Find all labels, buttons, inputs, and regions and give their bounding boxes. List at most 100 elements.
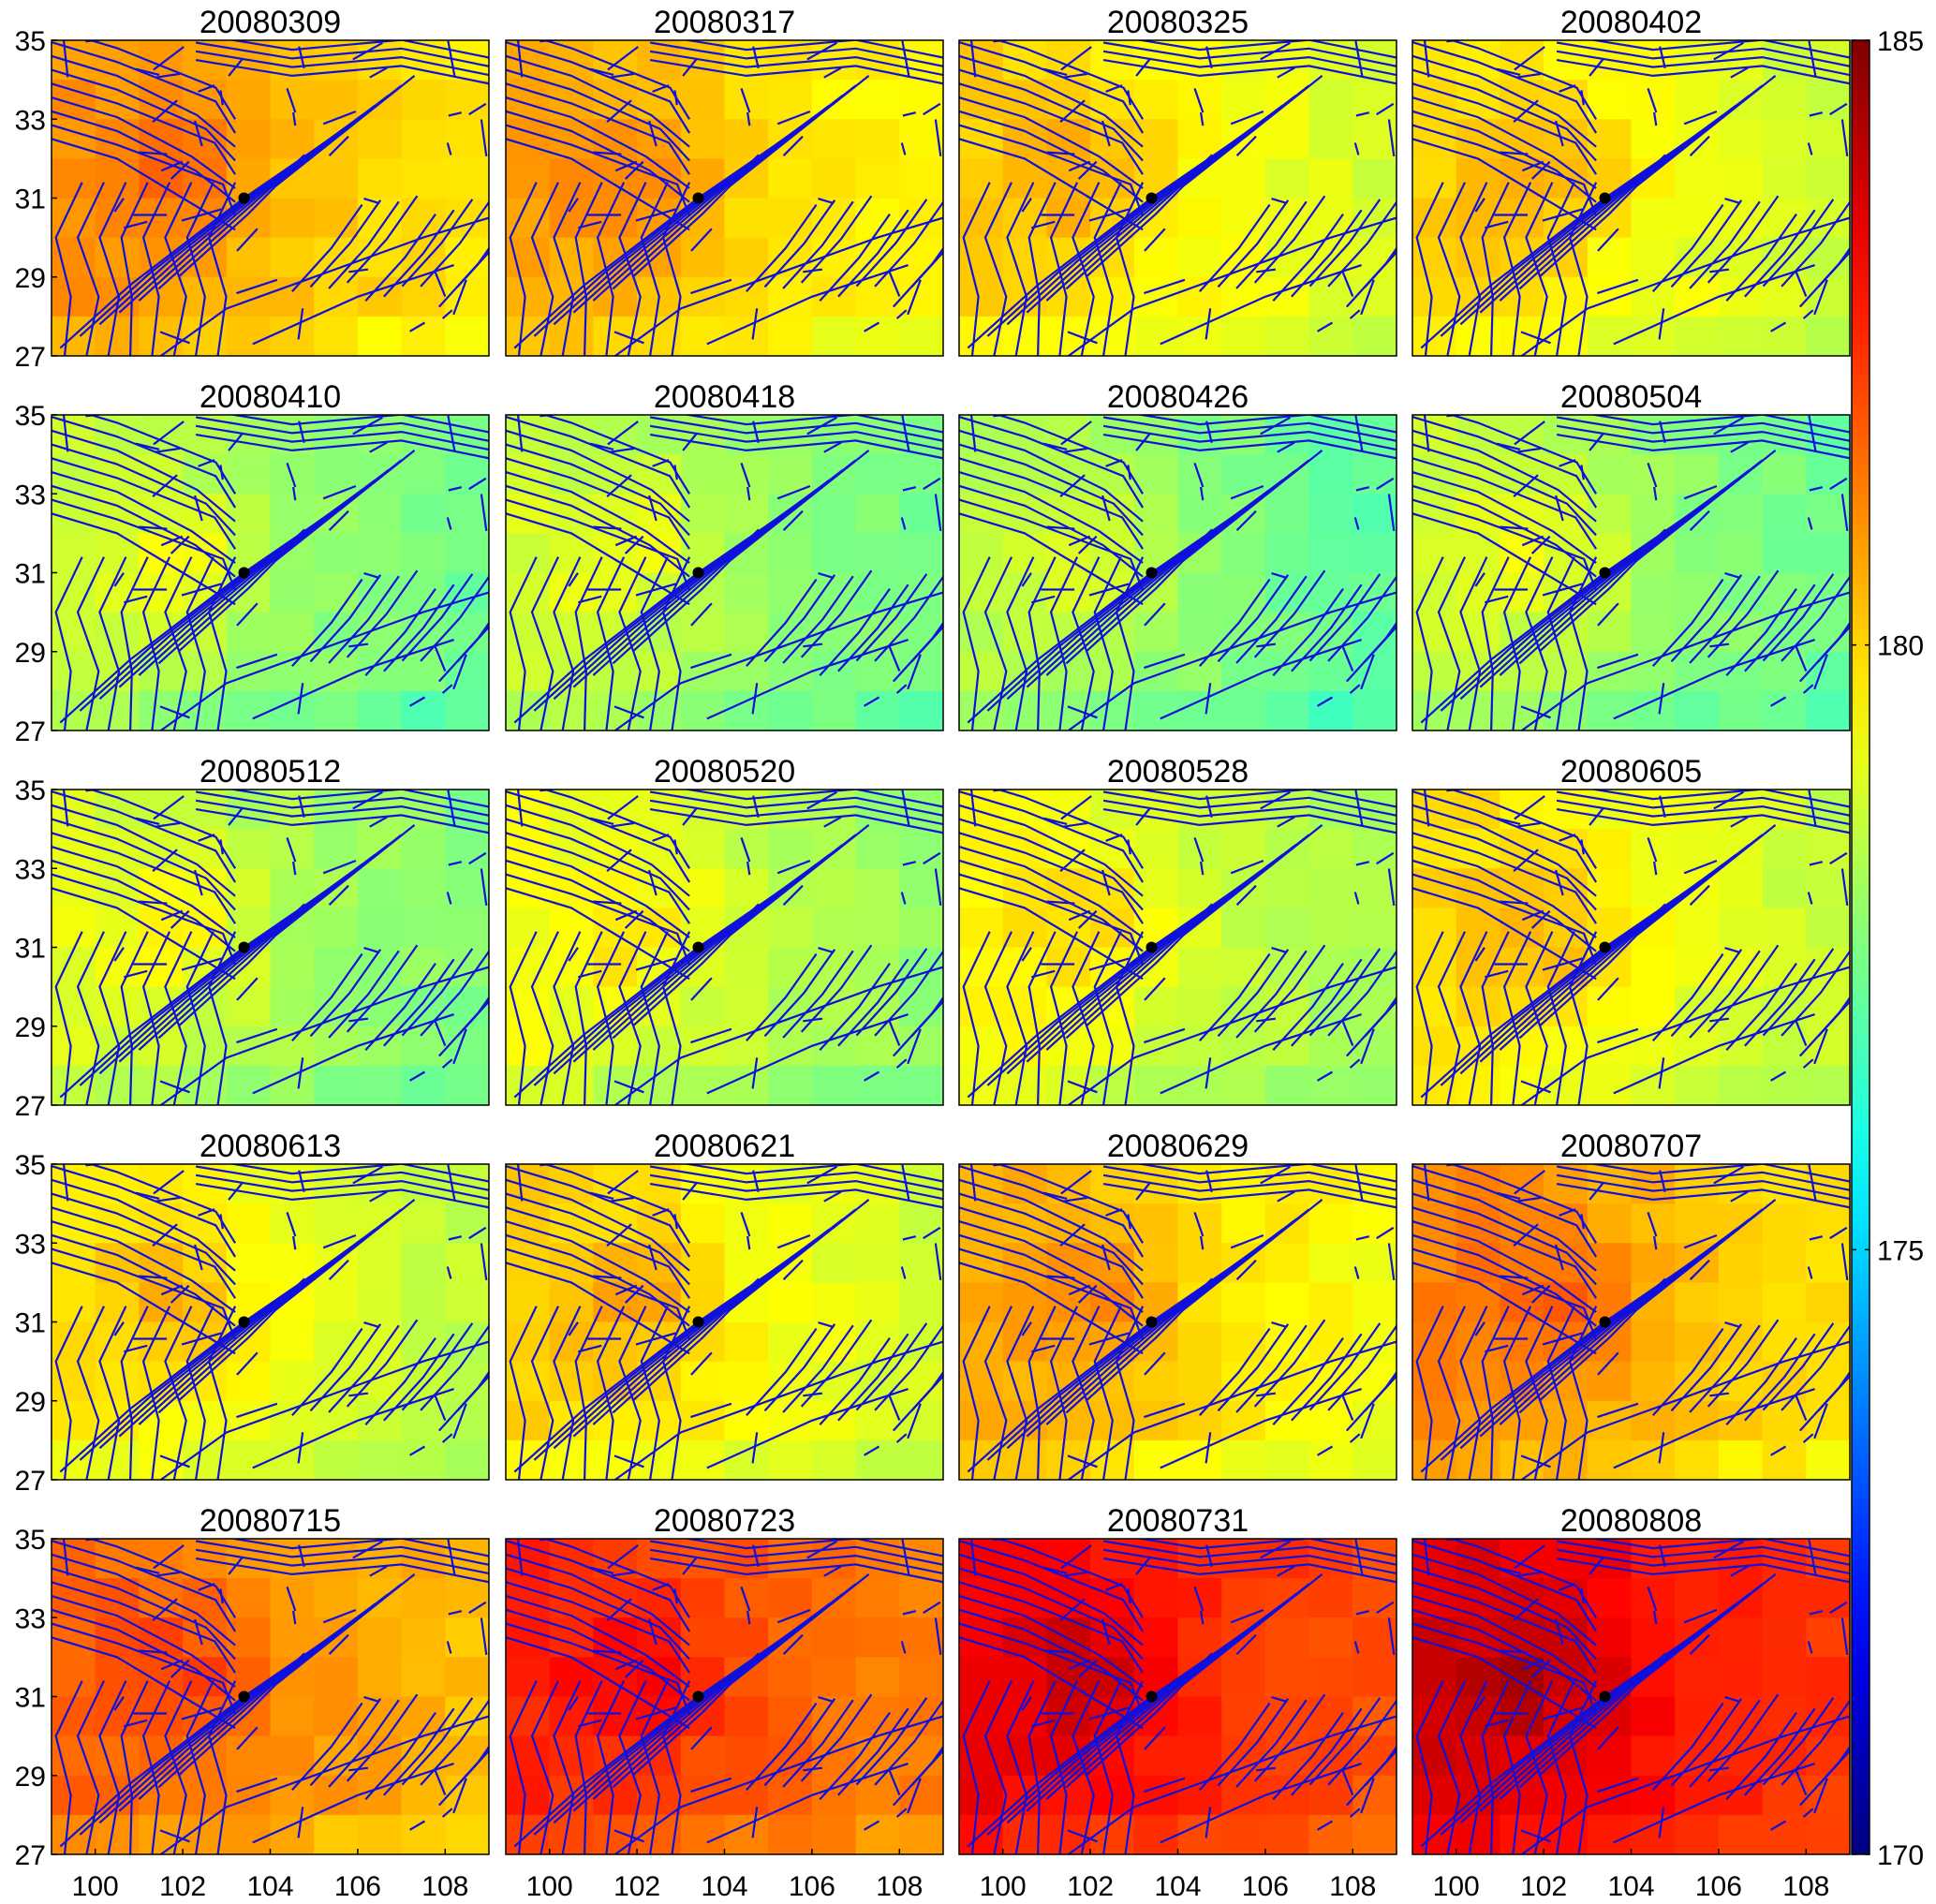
fault-line: [746, 111, 751, 126]
fault-line: [631, 1573, 870, 1777]
fault-line: [509, 1680, 538, 1854]
fault-line: [509, 182, 538, 356]
fault-line: [1387, 119, 1396, 157]
heatmap-cell: [52, 276, 96, 317]
fault-line: [1474, 1696, 1485, 1711]
fault-line: [959, 1192, 1144, 1286]
heatmap-cell: [445, 572, 489, 613]
fault-line: [506, 1553, 690, 1646]
fault-line: [1556, 424, 1850, 451]
fault-line: [1474, 1321, 1485, 1336]
fault-line: [228, 57, 244, 77]
fault-line: [1530, 535, 1551, 554]
fault-line: [596, 1306, 626, 1480]
fault-line: [823, 66, 842, 79]
heatmap-cell: [855, 1657, 900, 1698]
heatmap-cell: [1631, 1696, 1676, 1737]
heatmap-cell: [1264, 1321, 1310, 1363]
fault-lines: [52, 40, 489, 356]
heatmap-cell: [1544, 1203, 1589, 1244]
heatmap-cell: [401, 80, 446, 120]
fault-line: [746, 861, 751, 876]
heatmap-cell: [401, 454, 446, 494]
fault-line: [135, 1566, 160, 1574]
fault-line: [1135, 806, 1151, 826]
fault-line: [1349, 1058, 1361, 1069]
fault-line: [152, 474, 178, 498]
fault-line: [198, 459, 215, 467]
fault-line: [52, 1220, 236, 1313]
heatmap-cell: [1352, 1026, 1397, 1067]
y-tick-label: 35: [15, 775, 46, 806]
fault-line: [160, 160, 184, 172]
fault-line: [596, 1680, 626, 1854]
fault-line: [480, 1243, 488, 1281]
fault-line: [52, 498, 237, 591]
panel-title: 20080621: [654, 1129, 795, 1164]
fault-line: [635, 208, 676, 222]
heatmap-cell: [1264, 1617, 1310, 1658]
heatmap-cell: [270, 947, 315, 988]
fault-line: [1658, 308, 1665, 340]
heatmap-cell: [1308, 1617, 1353, 1658]
fault-line: [682, 57, 698, 77]
fault-line: [553, 931, 582, 1105]
heatmap-cell: [357, 1282, 403, 1323]
fault-line: [352, 416, 383, 435]
fault-line: [446, 892, 452, 905]
heatmap-cell: [1264, 868, 1310, 908]
panel-title: 20080504: [1560, 379, 1702, 415]
heatmap-cell: [1352, 1578, 1397, 1618]
heatmap-cell: [506, 908, 551, 949]
heatmap-cell: [1718, 986, 1764, 1027]
heatmap-cell: [1352, 1400, 1397, 1441]
x-tick-label: 108: [876, 1871, 923, 1902]
fault-line: [1144, 1351, 1166, 1376]
fault-line: [648, 494, 658, 522]
heatmap-cell: [95, 40, 140, 81]
fault-line: [328, 509, 349, 531]
heatmap-cell: [506, 158, 551, 199]
heatmap-cell: [1002, 158, 1047, 199]
heatmap-cell: [1133, 1065, 1179, 1105]
fault-line: [1412, 96, 1597, 189]
heatmap-cell: [270, 1617, 315, 1658]
fault-line: [52, 1233, 236, 1327]
heatmap-cell: [1264, 612, 1310, 653]
heatmap-cell: [357, 986, 403, 1027]
fault-line: [578, 595, 602, 604]
heatmap-cell: [899, 1814, 943, 1854]
heatmap-cell: [855, 908, 900, 949]
fault-line: [959, 110, 1144, 203]
heatmap-cell: [768, 1026, 813, 1067]
fault-line: [506, 471, 690, 564]
fault-line: [446, 517, 452, 530]
heatmap-cell: [1718, 198, 1764, 239]
fault-line: [652, 1208, 670, 1217]
heatmap-cell: [1002, 40, 1047, 81]
y-tick-label: 29: [15, 263, 46, 294]
fault-line: [895, 1808, 908, 1818]
fault-line: [1101, 494, 1111, 522]
fault-line: [613, 331, 644, 345]
heatmap-cell: [680, 612, 726, 653]
fault-line: [1521, 1659, 1544, 1671]
fault-line: [819, 1336, 891, 1426]
fault-line: [139, 151, 168, 155]
heatmap-cell: [445, 651, 489, 692]
heatmap-cell: [1587, 276, 1633, 317]
heatmap-cell: [768, 1439, 813, 1480]
fault-line: [286, 837, 297, 863]
fault-line: [322, 110, 357, 125]
heatmap-cell: [1762, 158, 1807, 199]
fault-line: [1317, 321, 1334, 332]
fault-line: [1707, 195, 1780, 284]
heatmap-cell: [1456, 1164, 1500, 1204]
fault-line: [160, 1659, 184, 1671]
fault-line: [1412, 1595, 1597, 1688]
heatmap-cell: [1806, 1282, 1850, 1323]
fault-line: [1474, 947, 1485, 962]
fault-line: [506, 804, 690, 897]
heatmap-cell: [1352, 1065, 1397, 1105]
